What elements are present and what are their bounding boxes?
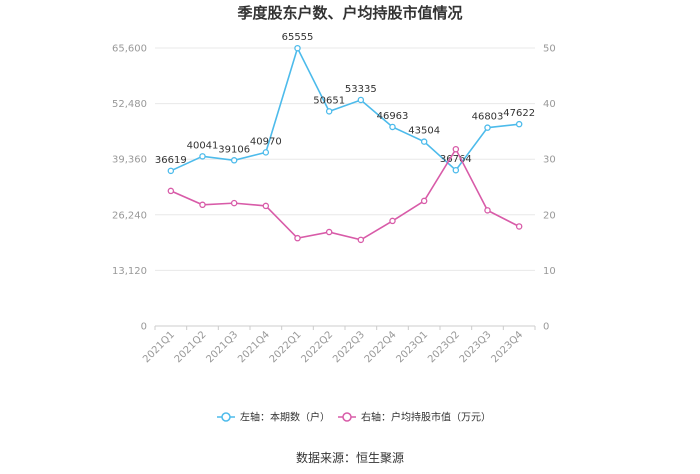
data-point-left — [325, 108, 333, 115]
legend-swatch-marker — [342, 412, 352, 422]
right-axis-tick-label: 20 — [543, 210, 556, 221]
data-point-left — [389, 123, 396, 131]
x-axis-tick-label: 2023Q4 — [489, 329, 525, 365]
left-axis-tick-label: 65,600 — [112, 44, 147, 55]
data-point-left — [167, 167, 175, 175]
data-point-left — [420, 138, 428, 145]
data-point-right — [199, 201, 206, 209]
x-axis-tick-label: 2021Q4 — [236, 329, 272, 365]
data-point-left — [357, 96, 365, 104]
data-point-right — [325, 228, 333, 236]
x-axis-tick-label: 2021Q2 — [173, 329, 209, 365]
x-axis-tick-label: 2022Q1 — [268, 329, 304, 365]
x-axis-tick-label: 2023Q2 — [426, 329, 462, 365]
data-point-right — [230, 199, 238, 207]
data-label: 50651 — [313, 95, 345, 106]
data-point-right — [515, 223, 523, 230]
data-point-right — [167, 187, 175, 195]
data-label: 40970 — [250, 136, 282, 147]
x-axis-tick-label: 2022Q3 — [331, 329, 367, 365]
left-axis-tick-label: 0 — [141, 322, 147, 333]
data-label: 53335 — [345, 84, 377, 95]
data-point-left — [230, 157, 238, 164]
x-axis-tick-label: 2021Q1 — [141, 329, 177, 365]
data-point-right — [452, 145, 460, 153]
data-label: 46803 — [472, 112, 504, 123]
data-point-left — [452, 166, 460, 174]
data-point-right — [357, 236, 365, 244]
data-point-right — [262, 202, 270, 210]
x-axis-tick-label: 2022Q4 — [363, 329, 399, 365]
data-point-left — [199, 153, 206, 160]
data-point-right — [420, 197, 428, 205]
legend-label: 左轴：本期数（户） — [240, 411, 330, 424]
x-axis-tick-label: 2022Q2 — [299, 329, 335, 365]
x-axis-tick-label: 2023Q1 — [394, 329, 430, 365]
x-axis-tick-label: 2021Q3 — [204, 329, 240, 365]
series-line-right — [170, 147, 520, 241]
legend-swatch-marker — [221, 412, 231, 422]
data-point-left — [515, 120, 523, 128]
data-point-right — [484, 207, 491, 214]
data-point-right — [294, 234, 301, 242]
right-axis-tick-label: 10 — [543, 266, 556, 277]
data-point-left — [294, 44, 301, 52]
left-axis-tick-label: 52,480 — [112, 99, 147, 110]
legend-label: 右轴：户均持股市值（万元） — [361, 411, 491, 424]
right-axis-tick-label: 30 — [543, 155, 556, 166]
left-axis-tick-label: 39,360 — [112, 155, 147, 166]
data-label: 36764 — [440, 154, 472, 165]
chart-source: 数据来源：恒生聚源 — [295, 451, 404, 465]
data-label: 47622 — [503, 108, 535, 119]
data-label: 46963 — [377, 111, 409, 122]
data-label: 39106 — [218, 144, 250, 155]
left-axis-tick-label: 13,120 — [112, 266, 147, 277]
x-axis-tick-label: 2023Q3 — [458, 329, 494, 365]
series-line-left — [170, 46, 520, 172]
data-label: 36619 — [155, 155, 187, 166]
right-axis-tick-label: 40 — [543, 99, 556, 110]
data-label: 65555 — [282, 32, 314, 43]
data-point-left — [484, 124, 491, 131]
data-point-left — [262, 149, 270, 156]
right-axis-tick-label: 50 — [543, 44, 556, 55]
chart-title: 季度股东户数、户均持股市值情况 — [237, 4, 463, 22]
right-axis-tick-label: 0 — [543, 322, 549, 333]
left-axis-tick-label: 26,240 — [112, 210, 147, 221]
data-label: 43504 — [408, 126, 440, 137]
data-label: 40041 — [187, 140, 219, 151]
data-point-right — [389, 217, 396, 225]
